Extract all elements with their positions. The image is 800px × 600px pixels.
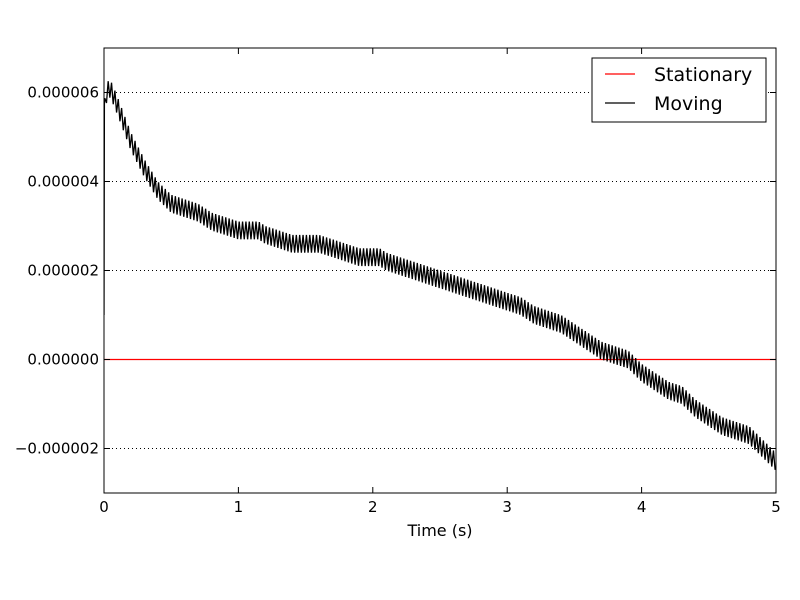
- series-line-moving: [104, 81, 776, 470]
- y-tick-label: 0.000006: [27, 84, 99, 102]
- x-tick-label: 1: [234, 498, 244, 516]
- x-axis-label: Time (s): [406, 521, 472, 540]
- y-tick-label: −0.000002: [15, 440, 99, 458]
- legend-label-stationary: Stationary: [654, 64, 752, 86]
- x-tick-label: 2: [368, 498, 378, 516]
- x-tick-label: 3: [502, 498, 512, 516]
- y-tick-label: 0.000000: [27, 351, 99, 369]
- legend: Stationary Moving: [591, 57, 767, 123]
- legend-label-moving: Moving: [654, 93, 723, 115]
- series-layer: [104, 81, 776, 470]
- legend-box: [591, 57, 767, 123]
- x-tick-label: 0: [99, 498, 109, 516]
- tick-layer: −0.000002 0.000000 0.000002 0.000004 0.00000…: [15, 48, 781, 516]
- x-tick-label: 5: [771, 498, 781, 516]
- y-tick-label: 0.000002: [27, 262, 99, 280]
- x-tick-label: 4: [637, 498, 647, 516]
- y-tick-label: 0.000004: [27, 173, 99, 191]
